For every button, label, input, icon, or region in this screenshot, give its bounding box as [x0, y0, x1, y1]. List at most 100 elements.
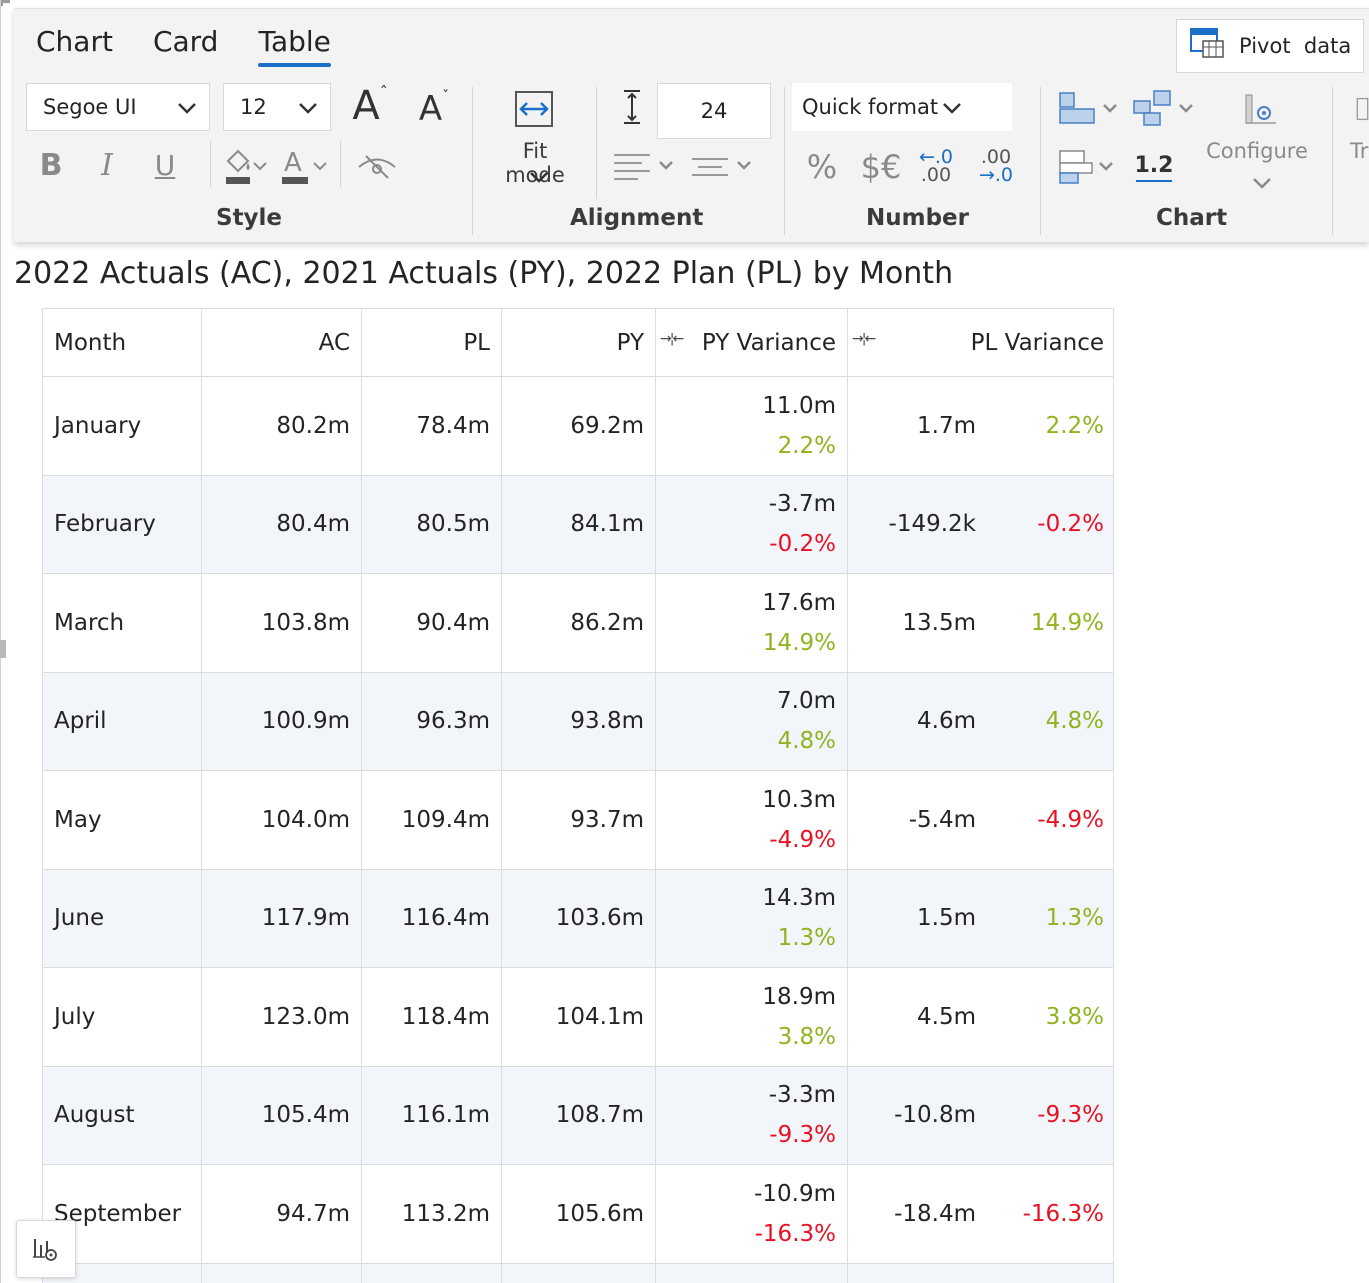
- pl-variance-pct: 4.8%: [1045, 708, 1104, 735]
- collapse-column-icon[interactable]: →¦←: [660, 331, 684, 347]
- py-variance-abs: -3.3m: [768, 1082, 836, 1109]
- cell-month: February: [43, 475, 202, 573]
- pl-variance-pct: -4.9%: [1037, 806, 1104, 833]
- pl-value: 109.4m: [401, 806, 490, 833]
- cell-pl: 113.2m: [362, 1165, 502, 1263]
- font-size-value: 12: [240, 95, 267, 119]
- cell-pl-variance: 1.5m 1.3%: [848, 870, 1113, 968]
- header-pl[interactable]: PL: [362, 309, 502, 376]
- decrease-decimals-top: ←.0: [918, 145, 954, 168]
- py-value: 104.1m: [555, 1003, 644, 1030]
- chart-type-button[interactable]: [1058, 145, 1128, 189]
- chart-layout-button[interactable]: [1058, 87, 1128, 131]
- header-ac[interactable]: AC: [202, 309, 362, 376]
- scale-button[interactable]: 1.2: [1132, 147, 1176, 187]
- font-color-button[interactable]: A: [280, 145, 332, 189]
- cell-pl: 80.5m: [362, 475, 502, 573]
- visual-title: 2022 Actuals (AC), 2021 Actuals (PY), 20…: [14, 256, 954, 291]
- py-variance-abs: 10.3m: [762, 786, 836, 813]
- cell-pl-variance: 1.7m 2.2%: [848, 377, 1113, 475]
- py-value: 93.8m: [570, 708, 644, 735]
- font-family-select[interactable]: Segoe UI: [26, 83, 210, 131]
- table-row: March 103.8m 90.4m 86.2m 17.6m 14.9% 13.5m 14.9…: [43, 574, 1113, 673]
- bar-layout-icon: [1059, 92, 1117, 124]
- horizontal-align-button[interactable]: [612, 145, 678, 189]
- font-family-value: Segoe UI: [43, 95, 137, 119]
- ac-value: 80.4m: [276, 511, 350, 538]
- chevron-down-icon[interactable]: [524, 167, 554, 187]
- pl-variance-pct: 1.3%: [1045, 905, 1104, 932]
- header-py[interactable]: PY: [502, 309, 656, 376]
- scale-underline: [1136, 179, 1172, 182]
- underline-button[interactable]: U: [148, 145, 182, 185]
- row-height-icon: [618, 89, 646, 125]
- fit-mode-button[interactable]: Fit mode: [505, 139, 565, 187]
- configure-button[interactable]: Configure: [1206, 139, 1308, 163]
- frame-corner: [0, 0, 10, 6]
- pl-value: 78.4m: [416, 412, 490, 439]
- header-month[interactable]: Month: [43, 309, 202, 376]
- pl-variance-abs: -10.8m: [894, 1102, 976, 1129]
- pl-variance-abs: 13.5m: [902, 609, 976, 636]
- chevron-down-icon[interactable]: [1250, 173, 1274, 193]
- eye-hidden-icon: [358, 155, 396, 179]
- pl-value: 118.4m: [401, 1003, 490, 1030]
- month-name: May: [54, 806, 102, 833]
- cell-month: April: [43, 672, 202, 770]
- row-height-input[interactable]: 24: [657, 83, 771, 139]
- chart-hierarchy-button[interactable]: [1132, 87, 1204, 131]
- font-size-select[interactable]: 12: [223, 83, 331, 131]
- month-name: August: [54, 1102, 135, 1129]
- hide-button[interactable]: [354, 147, 400, 187]
- bold-icon: B: [39, 147, 63, 183]
- percent-button[interactable]: %: [804, 145, 840, 189]
- quick-format-select[interactable]: Quick format: [792, 83, 1012, 131]
- tab-chart[interactable]: Chart: [36, 25, 113, 58]
- collapse-column-icon[interactable]: →¦←: [852, 331, 876, 347]
- cell-pl-variance: -149.2k -0.2%: [848, 476, 1113, 574]
- py-variance-abs: 17.6m: [762, 589, 836, 616]
- header-pl-variance[interactable]: →¦← PL Variance: [848, 309, 1113, 376]
- ac-value: 104.0m: [261, 806, 350, 833]
- cell-py-variance: 14.3m 1.3%: [656, 869, 848, 967]
- cell-ac: 105.4m: [202, 1066, 362, 1164]
- italic-button[interactable]: I: [90, 145, 124, 185]
- header-py-variance[interactable]: →¦← PY Variance: [656, 309, 848, 376]
- currency-button[interactable]: $€: [856, 145, 906, 189]
- cell-month: January: [43, 377, 202, 475]
- tab-card[interactable]: Card: [152, 25, 219, 58]
- month-name: June: [54, 905, 105, 932]
- increase-decimals-button[interactable]: .00 →.0: [976, 143, 1016, 189]
- decrease-decimals-bottom: .00: [920, 164, 952, 186]
- py-variance-pct: 1.3%: [777, 925, 836, 952]
- decrease-decimals-button[interactable]: ←.0 .00: [916, 143, 956, 189]
- visual-options-button[interactable]: [16, 1220, 76, 1278]
- underline-icon: U: [154, 148, 176, 182]
- py-variance-pct: -0.2%: [769, 531, 836, 558]
- cell-py-variance: 17.6m 14.9%: [656, 574, 848, 672]
- resize-grip[interactable]: [0, 640, 6, 658]
- py-variance-pct: 14.9%: [762, 629, 836, 656]
- cut-off-label[interactable]: Tr: [1350, 139, 1369, 163]
- cell-pl-variance: -18.4m -16.3%: [848, 1165, 1113, 1263]
- vertical-align-button[interactable]: [690, 145, 756, 189]
- separator: [784, 87, 785, 235]
- cut-off-chart-icon[interactable]: [1356, 89, 1369, 129]
- fill-color-button[interactable]: [222, 145, 272, 189]
- month-name: January: [54, 412, 142, 439]
- pivot-data-button[interactable]: Pivot data: [1176, 19, 1364, 73]
- alignment-group-label: Alignment: [570, 205, 704, 231]
- tab-table[interactable]: Table: [258, 25, 332, 67]
- ac-value: 123.0m: [261, 1003, 350, 1030]
- cell-py-variance: 11.0m 2.2%: [656, 377, 848, 475]
- separator: [1332, 87, 1333, 235]
- pl-variance-pct: 2.2%: [1045, 412, 1104, 439]
- pl-variance-abs: 4.6m: [917, 708, 976, 735]
- fit-mode-icon[interactable]: [514, 89, 554, 129]
- py-value: 84.1m: [570, 511, 644, 538]
- bold-button[interactable]: B: [34, 145, 68, 185]
- table-row: April 100.9m 96.3m 93.8m 7.0m 4.8% 4.6m 4.8%: [43, 672, 1113, 771]
- ac-value: 105.4m: [261, 1102, 350, 1129]
